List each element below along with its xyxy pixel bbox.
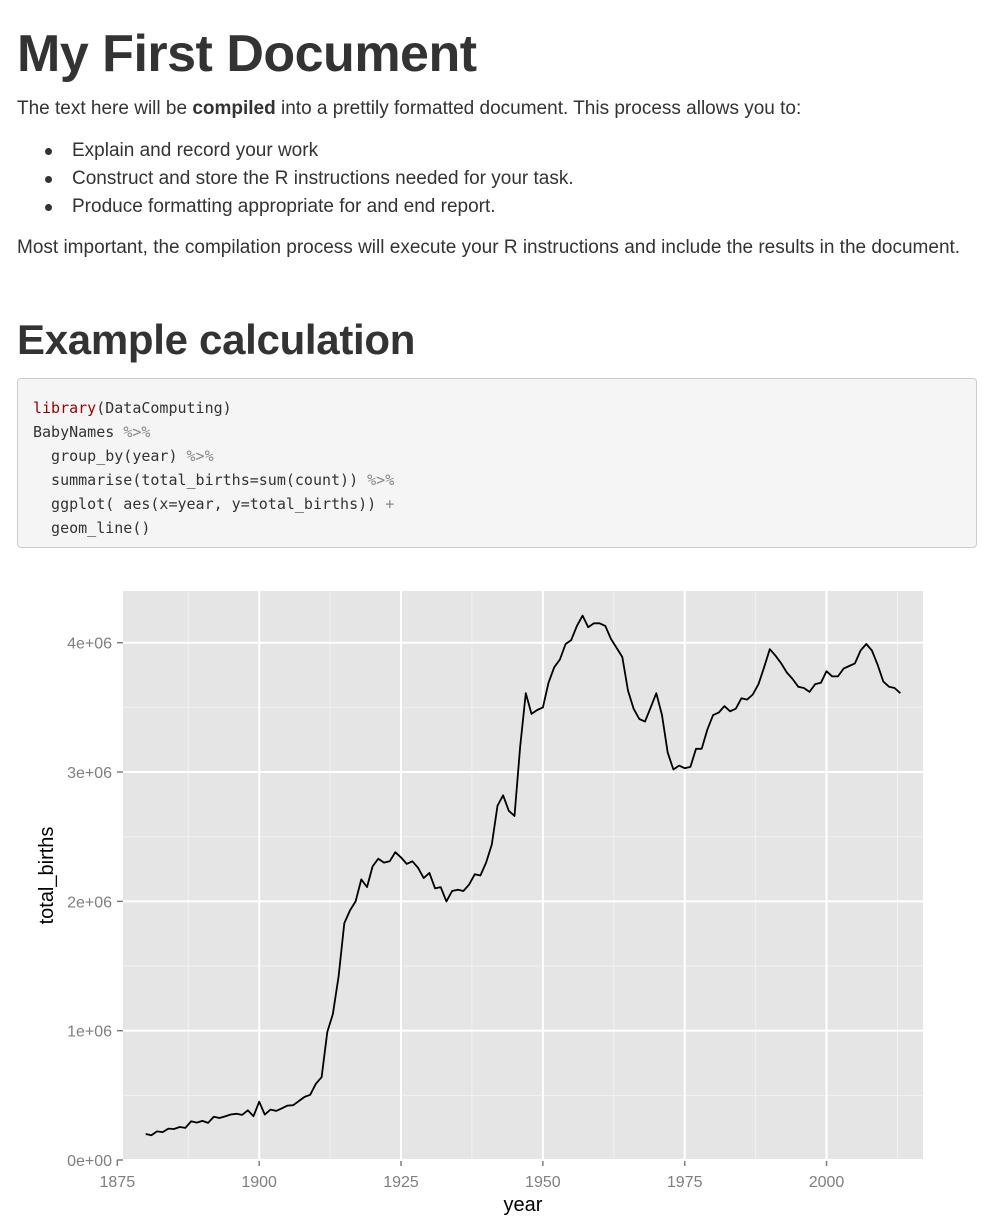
code-plus-operator: + bbox=[385, 495, 395, 513]
births-line-chart: 1875 1900 1925 1950 1975 2000 0e+00 1e+06 2e+06 3… bbox=[36, 591, 923, 1216]
y-tick-label: 4e+06 bbox=[67, 636, 112, 653]
code-text: BabyNames bbox=[33, 423, 124, 441]
code-line-5: ggplot( aes(x=year, y=total_births)) + bbox=[33, 492, 976, 516]
intro-text-after: into a prettily formatted document. This… bbox=[275, 98, 802, 119]
code-text: summarise(total_births=sum(count)) bbox=[33, 471, 368, 489]
list-item: Construct and store the R instructions n… bbox=[17, 165, 574, 193]
intro-bold-word: compiled bbox=[192, 98, 276, 119]
bullet-icon bbox=[45, 148, 52, 155]
list-item-text: Construct and store the R instructions n… bbox=[72, 168, 574, 189]
code-pipe-operator: %>% bbox=[186, 447, 214, 465]
list-item-text: Explain and record your work bbox=[72, 140, 319, 161]
code-text: (DataComputing) bbox=[96, 399, 232, 417]
plot-panel bbox=[123, 591, 923, 1160]
code-pipe-operator: %>% bbox=[367, 471, 395, 489]
y-tick-label: 0e+00 bbox=[67, 1153, 112, 1170]
code-pipe-operator: %>% bbox=[123, 423, 151, 441]
x-tick-label: 1925 bbox=[383, 1174, 419, 1191]
code-text: ggplot( aes(x=year, y=total_births)) bbox=[33, 495, 386, 513]
x-tick-label: 1875 bbox=[100, 1174, 136, 1191]
bullet-icon bbox=[45, 176, 52, 183]
x-tick-label: 2000 bbox=[809, 1174, 845, 1191]
x-tick-label: 1975 bbox=[667, 1174, 703, 1191]
bullet-icon bbox=[45, 204, 52, 211]
code-line-1: library(DataComputing) bbox=[33, 396, 976, 420]
intro-paragraph: The text here will be compiled into a pr… bbox=[17, 95, 977, 123]
y-axis-label: total_births bbox=[36, 827, 58, 925]
intro-text-before: The text here will be bbox=[17, 98, 193, 119]
x-axis-label: year bbox=[504, 1194, 543, 1216]
code-line-3: group_by(year) %>% bbox=[33, 444, 976, 468]
code-block: library(DataComputing) BabyNames %>% gro… bbox=[17, 378, 977, 548]
closing-paragraph: Most important, the compilation process … bbox=[17, 237, 961, 258]
y-tick-label: 3e+06 bbox=[67, 765, 112, 782]
page-title: My First Document bbox=[17, 25, 477, 83]
list-item-text: Produce formatting appropriate for and e… bbox=[72, 196, 496, 217]
code-line-6: geom_line() bbox=[33, 516, 976, 540]
x-tick-label: 1900 bbox=[241, 1174, 277, 1191]
list-item: Explain and record your work bbox=[17, 137, 574, 165]
code-text: geom_line() bbox=[33, 519, 151, 537]
code-line-2: BabyNames %>% bbox=[33, 420, 976, 444]
x-tick-label: 1950 bbox=[525, 1174, 561, 1191]
code-function-name: library bbox=[33, 399, 97, 417]
series-line bbox=[145, 614, 901, 1137]
y-tick-label: 2e+06 bbox=[67, 894, 112, 911]
y-tick-label: 1e+06 bbox=[67, 1024, 112, 1041]
code-text: group_by(year) bbox=[33, 447, 187, 465]
bullet-list: Explain and record your work Construct a… bbox=[17, 137, 574, 221]
section-heading: Example calculation bbox=[17, 316, 416, 363]
code-line-4: summarise(total_births=sum(count)) %>% bbox=[33, 468, 976, 492]
list-item: Produce formatting appropriate for and e… bbox=[17, 193, 574, 221]
